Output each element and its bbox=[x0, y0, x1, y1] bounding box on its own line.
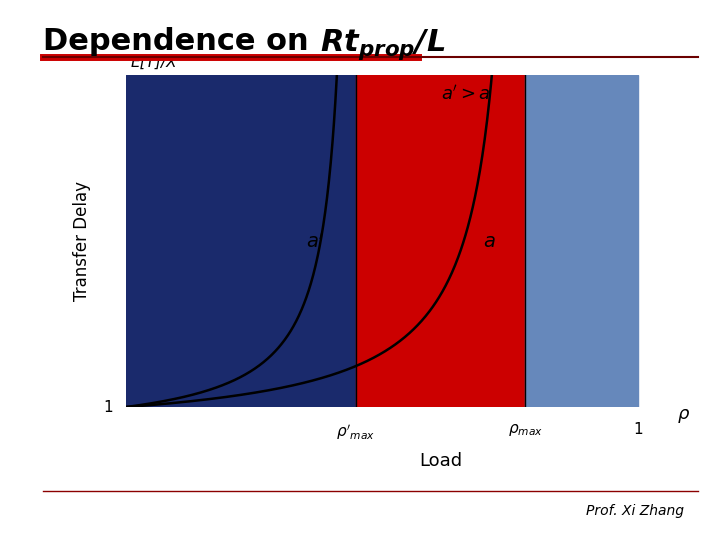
Text: $a'$: $a'$ bbox=[306, 231, 324, 251]
Text: $a' > a$: $a' > a$ bbox=[441, 84, 491, 103]
Text: Prof. Xi Zhang: Prof. Xi Zhang bbox=[586, 504, 684, 518]
Text: $\rho_{max}$: $\rho_{max}$ bbox=[508, 422, 543, 438]
Text: Dependence on: Dependence on bbox=[43, 27, 320, 56]
Text: $\bfit{Rt}_{\bfit{prop}}/\bfit{L}$: $\bfit{Rt}_{\bfit{prop}}/\bfit{L}$ bbox=[320, 27, 446, 62]
Text: Transfer Delay: Transfer Delay bbox=[73, 181, 91, 301]
Text: 1: 1 bbox=[103, 400, 113, 415]
Text: $\rho'_{max}$: $\rho'_{max}$ bbox=[336, 422, 376, 442]
Text: Load: Load bbox=[419, 453, 462, 470]
Text: $a$: $a$ bbox=[483, 232, 495, 251]
Bar bbox=[356, 76, 525, 407]
Text: E[T]/X: E[T]/X bbox=[130, 55, 177, 69]
Bar bbox=[525, 76, 638, 407]
Text: $\rho$: $\rho$ bbox=[678, 407, 690, 425]
Text: 1: 1 bbox=[633, 422, 643, 437]
Bar bbox=[125, 76, 356, 407]
